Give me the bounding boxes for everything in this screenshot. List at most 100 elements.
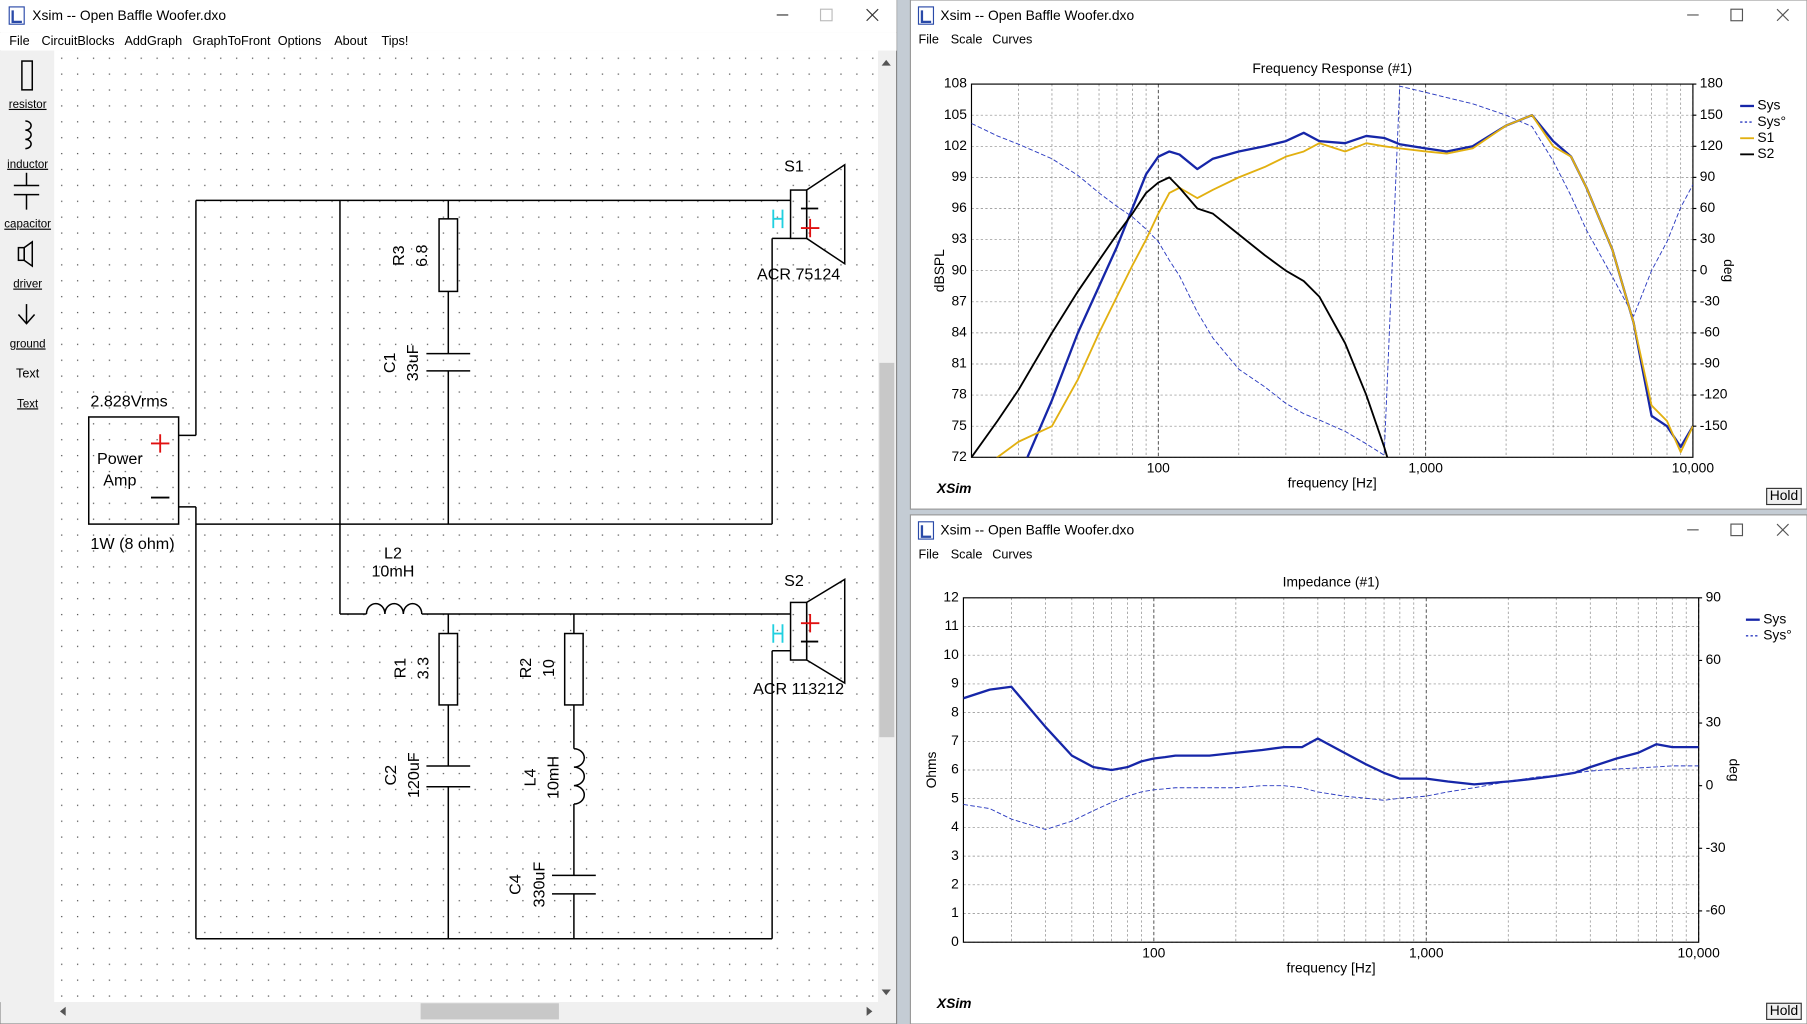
y2-tick-label: -150 (1700, 417, 1728, 433)
tool-label[interactable]: Text (16, 367, 40, 381)
y2-tick-label: 30 (1706, 714, 1722, 730)
legend-label: Sys° (1763, 626, 1792, 642)
app-icon-glyph (11, 10, 22, 24)
component-ref: R1 (391, 658, 409, 679)
tool-label[interactable]: resistor (9, 99, 47, 111)
hold-button[interactable] (1766, 487, 1802, 506)
maximize-button[interactable] (819, 8, 833, 22)
y-tick-label: 99 (952, 168, 968, 184)
y-tick-label: 84 (952, 324, 968, 340)
y-tick-label: 8 (951, 703, 959, 719)
scroll-thumb[interactable] (879, 362, 895, 738)
window-frame (909, 514, 1807, 1024)
y-tick-label: 102 (944, 137, 967, 153)
capacitor-icon[interactable] (13, 172, 40, 210)
component-value: 6.8 (413, 244, 431, 266)
y2-tick-label: 120 (1700, 137, 1723, 153)
ground-icon[interactable] (17, 304, 36, 325)
plot-area (971, 85, 1693, 458)
y2-tick-label: -30 (1706, 839, 1726, 855)
hold-label[interactable]: Hold (1770, 1002, 1798, 1018)
y-tick-label: 96 (952, 199, 968, 215)
menu-item[interactable]: File (9, 34, 29, 48)
menu-item[interactable]: File (918, 548, 938, 562)
y2-axis-label: deg (1727, 758, 1743, 781)
circuit (87, 163, 846, 940)
maximize-button[interactable] (1730, 8, 1744, 22)
component-ref: S1 (784, 157, 804, 175)
source-rating: 1W (8 ohm) (90, 535, 174, 553)
tool-label[interactable]: capacitor (4, 219, 51, 231)
y2-tick-label: 180 (1700, 75, 1723, 91)
canvas-grid (54, 50, 879, 1003)
tool-label[interactable]: Text (17, 398, 39, 410)
series-line (996, 114, 1693, 458)
hold-label[interactable]: Hold (1770, 487, 1798, 503)
y-tick-label: 93 (952, 230, 968, 246)
scroll-thumb[interactable] (420, 1003, 559, 1020)
y2-tick-label: 150 (1700, 106, 1723, 122)
menu-item[interactable]: AddGraph (124, 34, 182, 48)
tool-label[interactable]: driver (13, 279, 42, 291)
component-value: 10mH (371, 563, 414, 581)
menu-item[interactable]: GraphToFront (192, 34, 271, 48)
close-button[interactable] (1776, 523, 1789, 537)
x-tick-label: 10,000 (1678, 944, 1721, 960)
y2-tick-label: -60 (1700, 324, 1720, 340)
app-icon-glyph (920, 10, 932, 24)
y-tick-label: 4 (951, 818, 959, 834)
component-ref: R3 (390, 245, 408, 266)
y2-tick-label: 60 (1700, 199, 1716, 215)
x-tick-label: 100 (1142, 944, 1165, 960)
inductor-l2 (365, 602, 423, 614)
close-button[interactable] (866, 8, 879, 22)
menu-item[interactable]: Curves (992, 548, 1032, 562)
y-tick-label: 1 (951, 904, 959, 920)
menu-item[interactable]: CircuitBlocks (41, 34, 114, 48)
component-value: 10 (540, 659, 558, 677)
inductor-icon[interactable] (25, 120, 32, 150)
tool-label[interactable]: inductor (7, 159, 48, 171)
logo: XSim (936, 480, 972, 496)
schematic-window: Xsim -- Open Baffle Woofer.dxo File Circu… (0, 0, 898, 1024)
title-bar (0, 0, 897, 33)
menu-item[interactable]: Curves (992, 33, 1032, 47)
y-tick-label: 2 (951, 875, 959, 891)
window-frame (909, 0, 1807, 510)
component-ref: L4 (522, 769, 540, 787)
menu-item[interactable]: About (334, 34, 368, 48)
y-tick-label: 0 (951, 933, 959, 949)
app-icon-glyph (920, 525, 932, 538)
menu-item[interactable]: Scale (951, 33, 983, 47)
menu-item[interactable]: File (918, 33, 938, 47)
tool-label[interactable]: ground (10, 338, 46, 350)
hold-button[interactable] (1766, 1002, 1802, 1020)
y2-tick-label: -90 (1700, 355, 1720, 371)
menu-item[interactable]: Options (278, 34, 322, 48)
y2-tick-label: -30 (1700, 292, 1720, 308)
driver-icon[interactable] (17, 240, 34, 268)
y-tick-label: 108 (944, 75, 967, 91)
legend-label: Sys° (1757, 113, 1786, 129)
component-ref: L2 (384, 544, 402, 562)
close-button[interactable] (1776, 8, 1789, 22)
y-axis-label: Ohms (923, 752, 939, 789)
maximize-button[interactable] (1730, 523, 1744, 537)
menu-item[interactable]: Tips! (381, 34, 408, 48)
polarity-signs (150, 207, 820, 643)
component-value: 33uF (404, 344, 422, 381)
component-ref: C4 (507, 874, 525, 895)
resistor-icon[interactable] (21, 60, 34, 91)
x-axis-label: frequency [Hz] (1288, 474, 1377, 490)
menu-item[interactable]: Scale (951, 548, 983, 562)
y-tick-label: 78 (952, 386, 968, 402)
legend-label: S2 (1757, 145, 1774, 161)
y-tick-label: 72 (952, 448, 967, 464)
y-tick-label: 10 (943, 646, 959, 662)
y-tick-label: 11 (944, 617, 958, 633)
y-tick-label: 3 (951, 847, 959, 863)
x-tick-label: 1,000 (1409, 944, 1444, 960)
window-title: Xsim -- Open Baffle Woofer.dxo (940, 7, 1134, 23)
